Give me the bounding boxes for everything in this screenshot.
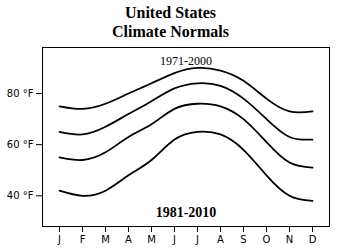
svg-text:J: J [172,234,176,245]
svg-text:A: A [217,234,224,245]
html-text:United States: United States [124,4,216,21]
svg-text:1981-2010: 1981-2010 [156,205,217,220]
svg-text:A: A [125,234,132,245]
html-text:Climate Normals: Climate Normals [112,23,229,40]
svg-text:D: D [309,234,317,245]
svg-text:60 °F: 60 °F [7,139,34,150]
svg-text:M: M [147,234,156,245]
svg-text:1971-2000: 1971-2000 [160,54,212,68]
svg-text:S: S [240,234,246,245]
svg-text:J: J [57,234,61,245]
svg-text:M: M [101,234,110,245]
svg-text:N: N [286,234,293,245]
svg-text:40 °F: 40 °F [7,190,34,201]
svg-text:O: O [263,234,271,245]
svg-text:F: F [80,234,86,245]
svg-text:80 °F: 80 °F [7,88,34,99]
svg-text:J: J [195,234,199,245]
